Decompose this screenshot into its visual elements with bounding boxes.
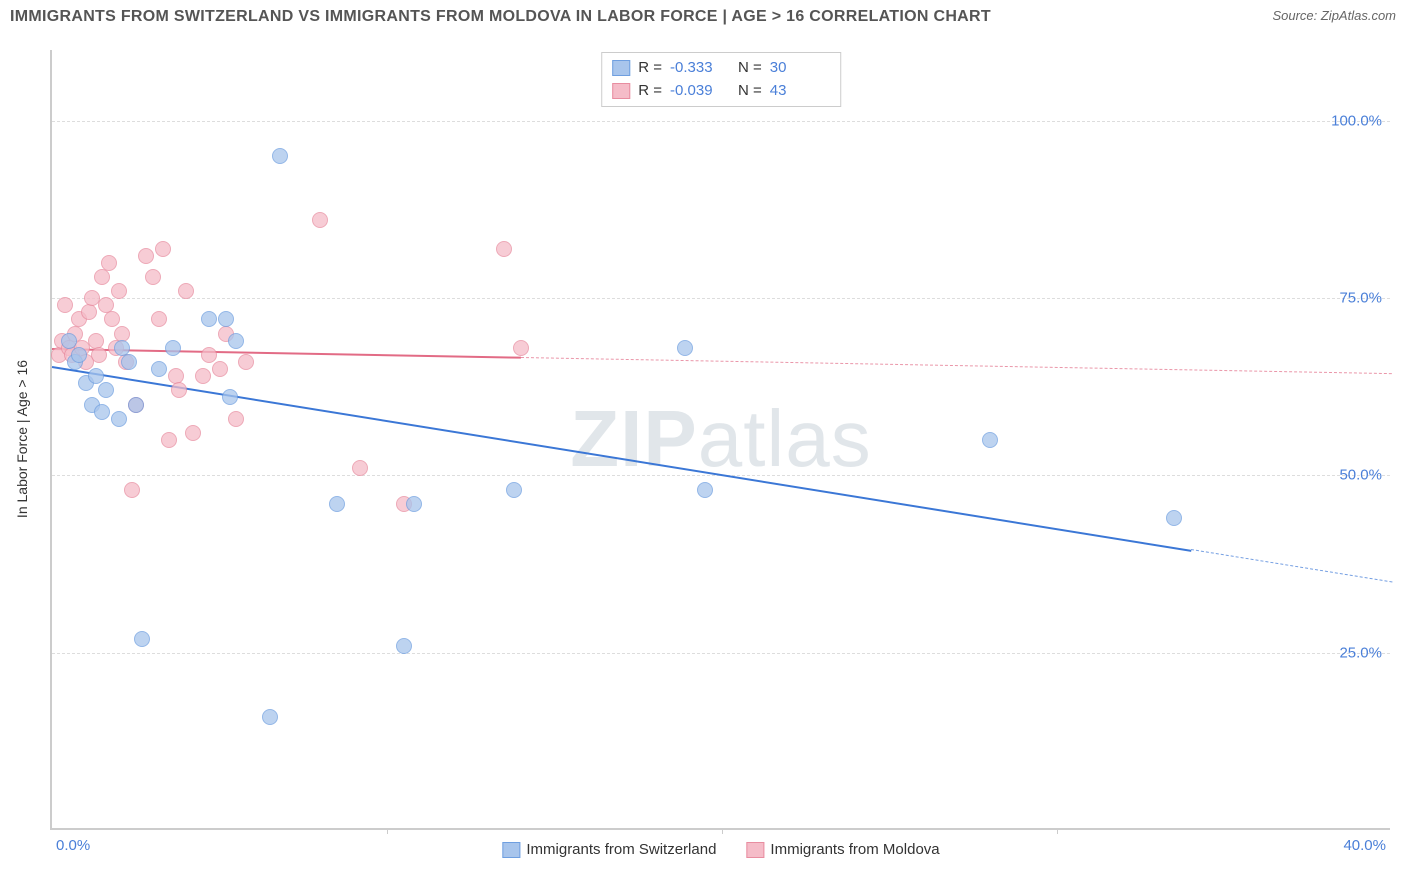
data-point-switzerland xyxy=(262,709,278,725)
legend-swatch xyxy=(612,60,630,76)
data-point-moldova xyxy=(201,347,217,363)
data-point-moldova xyxy=(312,212,328,228)
data-point-switzerland xyxy=(982,432,998,448)
data-point-switzerland xyxy=(94,404,110,420)
correlation-legend: R = -0.333 N = 30 R = -0.039 N = 43 xyxy=(601,52,841,107)
data-point-moldova xyxy=(94,269,110,285)
y-tick-label: 25.0% xyxy=(1339,644,1382,661)
data-point-switzerland xyxy=(1166,510,1182,526)
y-tick-label: 75.0% xyxy=(1339,290,1382,307)
r-value: -0.333 xyxy=(670,57,730,80)
source-label: Source: ZipAtlas.com xyxy=(1272,8,1396,23)
data-point-moldova xyxy=(138,248,154,264)
regression-line-extrapolated xyxy=(521,357,1392,374)
x-tick-mark xyxy=(387,828,388,834)
n-value: 43 xyxy=(770,80,830,103)
x-tick-mark xyxy=(1057,828,1058,834)
r-label: R = xyxy=(638,57,662,80)
data-point-switzerland xyxy=(111,411,127,427)
data-point-switzerland xyxy=(151,361,167,377)
watermark-light: atlas xyxy=(698,394,872,483)
data-point-moldova xyxy=(101,255,117,271)
legend-swatch xyxy=(502,842,520,858)
r-label: R = xyxy=(638,80,662,103)
y-axis-label: In Labor Force | Age > 16 xyxy=(14,360,30,518)
series-legend-label: Immigrants from Moldova xyxy=(770,841,939,858)
x-tick-mark xyxy=(722,828,723,834)
watermark: ZIPatlas xyxy=(570,393,871,485)
data-point-switzerland xyxy=(201,311,217,327)
correlation-legend-row: R = -0.333 N = 30 xyxy=(612,57,830,80)
series-legend-label: Immigrants from Switzerland xyxy=(526,841,716,858)
data-point-switzerland xyxy=(121,354,137,370)
data-point-switzerland xyxy=(165,340,181,356)
data-point-switzerland xyxy=(697,482,713,498)
data-point-moldova xyxy=(91,347,107,363)
data-point-moldova xyxy=(228,411,244,427)
data-point-switzerland xyxy=(506,482,522,498)
data-point-moldova xyxy=(155,241,171,257)
data-point-switzerland xyxy=(396,638,412,654)
data-point-switzerland xyxy=(228,333,244,349)
series-legend: Immigrants from Switzerland Immigrants fr… xyxy=(502,841,939,858)
data-point-moldova xyxy=(195,368,211,384)
regression-line-extrapolated xyxy=(1191,549,1392,582)
data-point-switzerland xyxy=(61,333,77,349)
watermark-bold: ZIP xyxy=(570,394,697,483)
y-tick-label: 100.0% xyxy=(1331,112,1382,129)
legend-swatch xyxy=(612,83,630,99)
r-value: -0.039 xyxy=(670,80,730,103)
data-point-moldova xyxy=(178,283,194,299)
data-point-moldova xyxy=(185,425,201,441)
data-point-switzerland xyxy=(134,631,150,647)
data-point-moldova xyxy=(145,269,161,285)
series-legend-item: Immigrants from Switzerland xyxy=(502,841,716,858)
data-point-switzerland xyxy=(272,148,288,164)
data-point-moldova xyxy=(352,460,368,476)
data-point-moldova xyxy=(238,354,254,370)
data-point-switzerland xyxy=(218,311,234,327)
data-point-switzerland xyxy=(677,340,693,356)
data-point-moldova xyxy=(161,432,177,448)
gridline-horizontal xyxy=(52,653,1390,654)
legend-swatch xyxy=(746,842,764,858)
data-point-moldova xyxy=(124,482,140,498)
correlation-legend-row: R = -0.039 N = 43 xyxy=(612,80,830,103)
data-point-switzerland xyxy=(98,382,114,398)
series-legend-item: Immigrants from Moldova xyxy=(746,841,939,858)
y-tick-label: 50.0% xyxy=(1339,467,1382,484)
data-point-moldova xyxy=(151,311,167,327)
gridline-horizontal xyxy=(52,121,1390,122)
data-point-moldova xyxy=(513,340,529,356)
chart-plot-area: In Labor Force | Age > 16 ZIPatlas R =-0… xyxy=(50,50,1390,830)
n-label: N = xyxy=(738,80,762,103)
data-point-moldova xyxy=(496,241,512,257)
x-tick-label: 40.0% xyxy=(1343,837,1386,854)
data-point-moldova xyxy=(81,304,97,320)
data-point-moldova xyxy=(171,382,187,398)
n-value: 30 xyxy=(770,57,830,80)
data-point-switzerland xyxy=(329,496,345,512)
data-point-switzerland xyxy=(222,389,238,405)
data-point-switzerland xyxy=(88,368,104,384)
chart-title: IMMIGRANTS FROM SWITZERLAND VS IMMIGRANT… xyxy=(10,8,991,26)
data-point-moldova xyxy=(111,283,127,299)
data-point-moldova xyxy=(212,361,228,377)
x-tick-label: 0.0% xyxy=(56,837,90,854)
data-point-switzerland xyxy=(128,397,144,413)
data-point-moldova xyxy=(57,297,73,313)
data-point-switzerland xyxy=(406,496,422,512)
data-point-switzerland xyxy=(71,347,87,363)
gridline-horizontal xyxy=(52,298,1390,299)
data-point-moldova xyxy=(104,311,120,327)
n-label: N = xyxy=(738,57,762,80)
